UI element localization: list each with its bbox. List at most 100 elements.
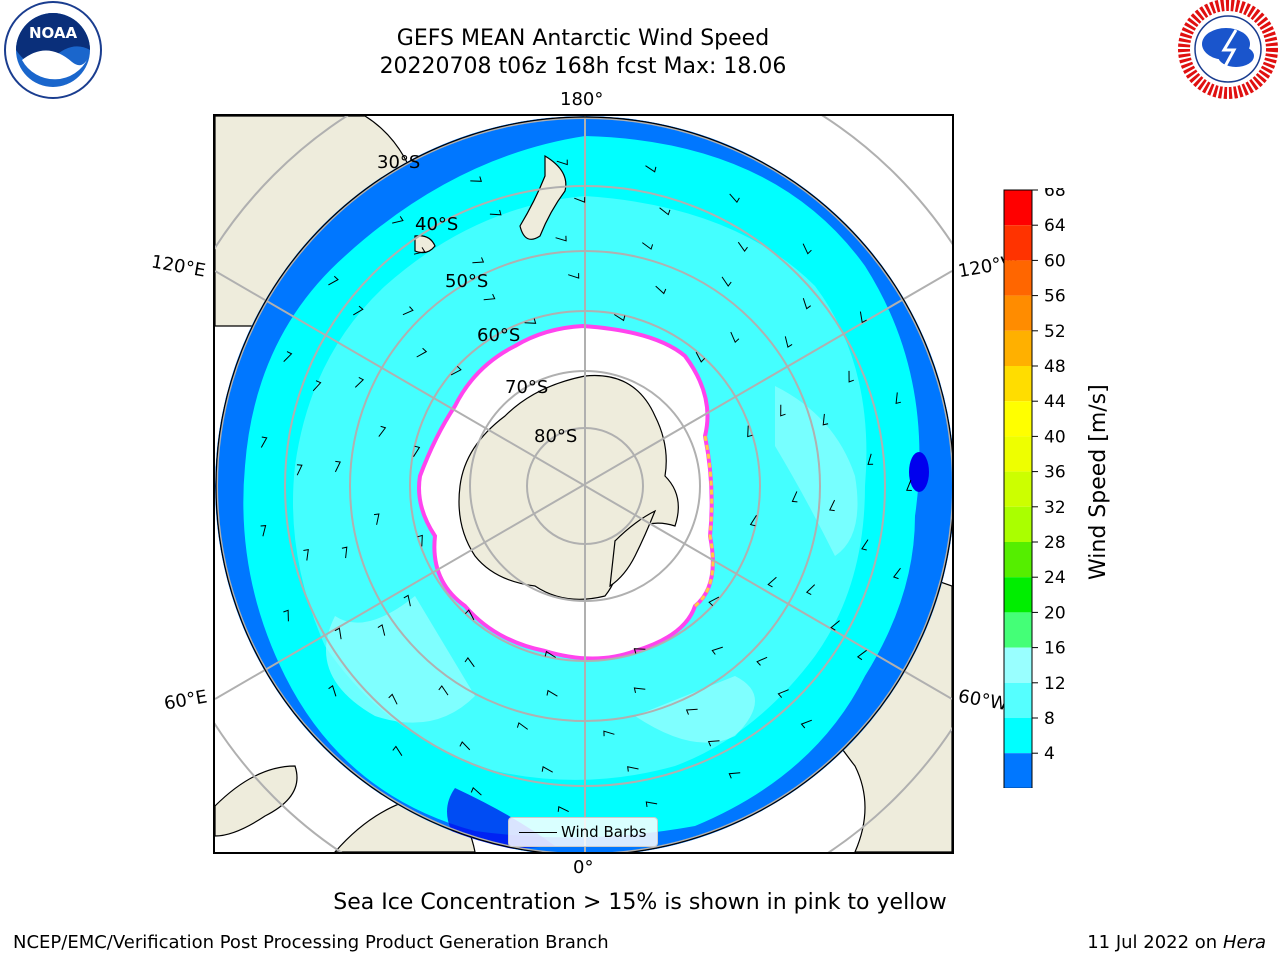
wind-barb — [334, 627, 342, 640]
wind-barb — [642, 242, 654, 250]
wind-barb — [402, 306, 414, 316]
wind-barb — [802, 298, 811, 310]
colorbar-swatch — [1004, 753, 1032, 789]
polar-map: 30°S 40°S 50°S 60°S 70°S 80°S — [213, 114, 954, 854]
lat-label-50s: 50°S — [445, 271, 489, 292]
colorbar-tick-label: 20 — [1044, 603, 1066, 623]
colorbar: 68 64 60 56 52 48 44 40 36 32 28 24 20 16 12 8 4 — [1002, 181, 1086, 818]
wind-barb — [568, 273, 580, 279]
wind-barb — [464, 609, 475, 621]
colorbar-swatch — [1004, 436, 1032, 472]
wind-barb — [603, 730, 615, 737]
wind-barb — [378, 425, 387, 437]
colorbar-tick-label: 28 — [1044, 533, 1066, 553]
wind-barb — [655, 285, 667, 295]
land-antarctica — [458, 374, 679, 600]
wind-barb — [659, 207, 671, 216]
wind-barb — [328, 684, 337, 697]
map-canvas — [215, 116, 952, 852]
lat-label-70s: 70°S — [505, 377, 549, 398]
wind-barb — [633, 648, 646, 654]
wind-barb — [472, 257, 485, 264]
colorbar-tick-label: 68 — [1044, 188, 1066, 201]
wind-barb — [805, 584, 816, 596]
noaa-logo-text: NOAA — [29, 24, 78, 42]
wind-barb — [685, 708, 698, 715]
sea-ice-note: Sea Ice Concentration > 15% is shown in … — [333, 890, 947, 915]
wind-barb — [614, 314, 626, 322]
wind-barb — [711, 646, 723, 655]
wind-barb — [749, 515, 757, 527]
land-madagascar — [215, 765, 298, 837]
colorbar-tick-label: 8 — [1044, 709, 1055, 729]
wind-barb — [260, 436, 268, 448]
colorbar-tick-label: 12 — [1044, 674, 1066, 694]
wind-barb — [730, 331, 740, 344]
wind-barb — [328, 275, 339, 286]
credit-date: 11 Jul 2022 on — [1087, 932, 1223, 953]
wind-barb — [707, 740, 720, 747]
wind-barb — [392, 745, 403, 756]
colorbar-tick-label: 24 — [1044, 568, 1066, 588]
wind-barb — [645, 165, 657, 173]
colorbar-swatch — [1004, 471, 1032, 507]
wind-barb — [895, 392, 902, 404]
wind-barb — [556, 159, 568, 166]
colorbar-swatch — [1004, 190, 1032, 226]
wind-barb — [555, 235, 567, 242]
wind-barb — [413, 247, 426, 255]
wind-barb — [283, 351, 293, 362]
wind-barb — [574, 197, 586, 203]
wind-barb — [413, 445, 421, 457]
colorbar-tick-label: 32 — [1044, 498, 1066, 518]
map-legend: Wind Barbs — [508, 817, 658, 847]
colorbar-swatch — [1004, 366, 1032, 402]
wind-barb — [737, 241, 748, 253]
wind-barb — [721, 276, 732, 287]
colorbar-tick-label: 16 — [1044, 639, 1066, 659]
colorbar-tick-label: 40 — [1044, 427, 1066, 447]
wind-barb — [822, 413, 829, 426]
colorbar-tick-label: 44 — [1044, 392, 1066, 412]
graticule — [215, 116, 952, 852]
colorbar-tick-label: 4 — [1044, 744, 1055, 764]
wind-barb — [416, 347, 428, 358]
wind-barb — [861, 539, 869, 551]
wind-barb — [546, 689, 558, 697]
wind-barb — [557, 806, 569, 813]
wind-barb — [892, 567, 901, 580]
wind-barb — [354, 376, 365, 388]
wind-barb — [341, 546, 348, 559]
wind-barb — [767, 576, 777, 588]
wind-barb — [373, 513, 380, 525]
colorbar-swatch — [1004, 506, 1032, 542]
wind-barb — [470, 786, 482, 796]
wind-barb — [747, 425, 753, 438]
credit-left: NCEP/EMC/Verification Post Processing Pr… — [13, 932, 609, 953]
wind-barb — [784, 336, 793, 348]
wind-barb — [708, 596, 720, 607]
wind-barb — [729, 193, 740, 204]
wind-barb — [312, 380, 322, 392]
map-title: GEFS MEAN Antarctic Wind Speed — [396, 26, 770, 51]
lat-label-40s: 40°S — [415, 214, 459, 235]
wind-barb — [756, 656, 768, 666]
wind-barb — [417, 534, 423, 547]
lon-label-60e: 60°E — [162, 686, 209, 715]
colorbar-tick-label: 36 — [1044, 463, 1066, 483]
wind-barb — [392, 216, 404, 224]
credit-right: 11 Jul 2022 on Hera — [1087, 932, 1266, 953]
wind-barb — [483, 293, 496, 301]
wind-barb — [627, 766, 639, 772]
wind-barb — [260, 525, 267, 537]
colorbar-swatch — [1004, 260, 1032, 296]
wind-barb — [544, 650, 556, 658]
colorbar-swatch — [1004, 330, 1032, 366]
wind-barb — [780, 404, 786, 417]
wind-barb — [645, 801, 658, 807]
land-antarctic-peninsula — [609, 509, 657, 588]
wind-barb — [777, 689, 789, 698]
wind-barb — [859, 311, 867, 324]
wind-barb — [516, 722, 528, 730]
wind-barb — [695, 351, 706, 363]
